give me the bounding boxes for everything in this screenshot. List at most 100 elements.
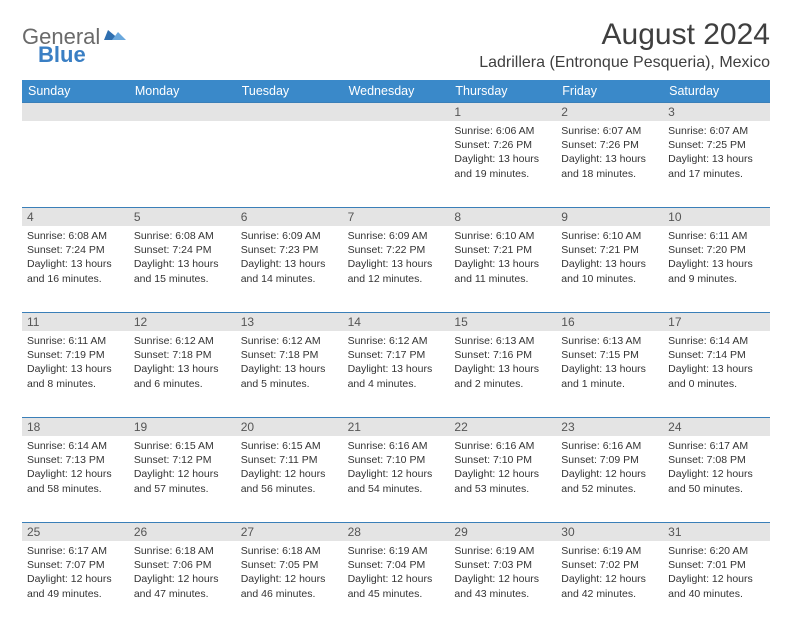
calendar: Sunday Monday Tuesday Wednesday Thursday…	[22, 80, 770, 627]
day-cell: Sunrise: 6:13 AMSunset: 7:16 PMDaylight:…	[449, 331, 556, 417]
day-number: 23	[556, 418, 663, 436]
day-cell: Sunrise: 6:15 AMSunset: 7:11 PMDaylight:…	[236, 436, 343, 522]
week-row: Sunrise: 6:06 AMSunset: 7:26 PMDaylight:…	[22, 121, 770, 207]
daylight-line: Daylight: 13 hours and 2 minutes.	[454, 362, 551, 390]
sunrise-line: Sunrise: 6:09 AM	[241, 229, 338, 243]
day-header: Friday	[556, 80, 663, 102]
sunset-line: Sunset: 7:08 PM	[668, 453, 765, 467]
sunrise-line: Sunrise: 6:17 AM	[27, 544, 124, 558]
day-cell: Sunrise: 6:16 AMSunset: 7:10 PMDaylight:…	[449, 436, 556, 522]
sunrise-line: Sunrise: 6:12 AM	[241, 334, 338, 348]
sunset-line: Sunset: 7:26 PM	[454, 138, 551, 152]
daylight-line: Daylight: 13 hours and 15 minutes.	[134, 257, 231, 285]
day-number-row: 123	[22, 102, 770, 121]
sunset-line: Sunset: 7:24 PM	[27, 243, 124, 257]
day-number: 27	[236, 523, 343, 541]
day-number: 20	[236, 418, 343, 436]
month-title: August 2024	[479, 18, 770, 52]
day-number: 4	[22, 208, 129, 226]
sunrise-line: Sunrise: 6:15 AM	[241, 439, 338, 453]
sunrise-line: Sunrise: 6:10 AM	[454, 229, 551, 243]
daylight-line: Daylight: 13 hours and 6 minutes.	[134, 362, 231, 390]
day-number-row: 11121314151617	[22, 312, 770, 331]
sunset-line: Sunset: 7:11 PM	[241, 453, 338, 467]
daylight-line: Daylight: 13 hours and 10 minutes.	[561, 257, 658, 285]
page-header: General August 2024 Ladrillera (Entronqu…	[22, 18, 770, 72]
sunset-line: Sunset: 7:02 PM	[561, 558, 658, 572]
sunset-line: Sunset: 7:05 PM	[241, 558, 338, 572]
sunset-line: Sunset: 7:13 PM	[27, 453, 124, 467]
day-number	[236, 103, 343, 121]
sunset-line: Sunset: 7:12 PM	[134, 453, 231, 467]
sunrise-line: Sunrise: 6:06 AM	[454, 124, 551, 138]
daylight-line: Daylight: 13 hours and 0 minutes.	[668, 362, 765, 390]
day-number: 21	[343, 418, 450, 436]
daylight-line: Daylight: 12 hours and 47 minutes.	[134, 572, 231, 600]
day-number: 19	[129, 418, 236, 436]
sunrise-line: Sunrise: 6:18 AM	[241, 544, 338, 558]
sunset-line: Sunset: 7:25 PM	[668, 138, 765, 152]
sunset-line: Sunset: 7:18 PM	[134, 348, 231, 362]
day-number: 6	[236, 208, 343, 226]
daylight-line: Daylight: 13 hours and 5 minutes.	[241, 362, 338, 390]
daylight-line: Daylight: 12 hours and 43 minutes.	[454, 572, 551, 600]
day-cell: Sunrise: 6:14 AMSunset: 7:13 PMDaylight:…	[22, 436, 129, 522]
sunset-line: Sunset: 7:26 PM	[561, 138, 658, 152]
sunrise-line: Sunrise: 6:07 AM	[668, 124, 765, 138]
day-number: 31	[663, 523, 770, 541]
sunset-line: Sunset: 7:15 PM	[561, 348, 658, 362]
day-cell: Sunrise: 6:08 AMSunset: 7:24 PMDaylight:…	[129, 226, 236, 312]
sunset-line: Sunset: 7:24 PM	[134, 243, 231, 257]
sunset-line: Sunset: 7:16 PM	[454, 348, 551, 362]
daylight-line: Daylight: 13 hours and 16 minutes.	[27, 257, 124, 285]
sunrise-line: Sunrise: 6:14 AM	[27, 439, 124, 453]
daylight-line: Daylight: 12 hours and 45 minutes.	[348, 572, 445, 600]
week-row: Sunrise: 6:11 AMSunset: 7:19 PMDaylight:…	[22, 331, 770, 417]
day-number: 13	[236, 313, 343, 331]
sunrise-line: Sunrise: 6:13 AM	[454, 334, 551, 348]
day-cell: Sunrise: 6:18 AMSunset: 7:05 PMDaylight:…	[236, 541, 343, 627]
daylight-line: Daylight: 12 hours and 49 minutes.	[27, 572, 124, 600]
daylight-line: Daylight: 13 hours and 19 minutes.	[454, 152, 551, 180]
day-number	[129, 103, 236, 121]
day-number: 8	[449, 208, 556, 226]
day-number: 28	[343, 523, 450, 541]
day-header: Thursday	[449, 80, 556, 102]
day-cell: Sunrise: 6:14 AMSunset: 7:14 PMDaylight:…	[663, 331, 770, 417]
sunset-line: Sunset: 7:18 PM	[241, 348, 338, 362]
day-cell: Sunrise: 6:16 AMSunset: 7:10 PMDaylight:…	[343, 436, 450, 522]
sunrise-line: Sunrise: 6:11 AM	[27, 334, 124, 348]
day-header-row: Sunday Monday Tuesday Wednesday Thursday…	[22, 80, 770, 102]
sunrise-line: Sunrise: 6:18 AM	[134, 544, 231, 558]
sunrise-line: Sunrise: 6:08 AM	[134, 229, 231, 243]
sunrise-line: Sunrise: 6:08 AM	[27, 229, 124, 243]
day-header: Wednesday	[343, 80, 450, 102]
location-subtitle: Ladrillera (Entronque Pesqueria), Mexico	[479, 54, 770, 72]
daylight-line: Daylight: 12 hours and 53 minutes.	[454, 467, 551, 495]
day-cell: Sunrise: 6:10 AMSunset: 7:21 PMDaylight:…	[556, 226, 663, 312]
day-number: 14	[343, 313, 450, 331]
day-cell: Sunrise: 6:20 AMSunset: 7:01 PMDaylight:…	[663, 541, 770, 627]
day-cell: Sunrise: 6:16 AMSunset: 7:09 PMDaylight:…	[556, 436, 663, 522]
day-number: 9	[556, 208, 663, 226]
sunrise-line: Sunrise: 6:12 AM	[348, 334, 445, 348]
sunrise-line: Sunrise: 6:19 AM	[561, 544, 658, 558]
sunrise-line: Sunrise: 6:16 AM	[348, 439, 445, 453]
daylight-line: Daylight: 12 hours and 42 minutes.	[561, 572, 658, 600]
day-cell: Sunrise: 6:13 AMSunset: 7:15 PMDaylight:…	[556, 331, 663, 417]
day-cell: Sunrise: 6:09 AMSunset: 7:23 PMDaylight:…	[236, 226, 343, 312]
daylight-line: Daylight: 13 hours and 12 minutes.	[348, 257, 445, 285]
daylight-line: Daylight: 12 hours and 57 minutes.	[134, 467, 231, 495]
brand-flag-icon	[104, 26, 128, 49]
day-number: 30	[556, 523, 663, 541]
day-cell: Sunrise: 6:06 AMSunset: 7:26 PMDaylight:…	[449, 121, 556, 207]
sunset-line: Sunset: 7:04 PM	[348, 558, 445, 572]
sunset-line: Sunset: 7:10 PM	[348, 453, 445, 467]
sunrise-line: Sunrise: 6:15 AM	[134, 439, 231, 453]
day-cell: Sunrise: 6:12 AMSunset: 7:17 PMDaylight:…	[343, 331, 450, 417]
day-number: 25	[22, 523, 129, 541]
daylight-line: Daylight: 13 hours and 9 minutes.	[668, 257, 765, 285]
day-cell: Sunrise: 6:07 AMSunset: 7:26 PMDaylight:…	[556, 121, 663, 207]
week-row: Sunrise: 6:14 AMSunset: 7:13 PM Daylight:…	[22, 436, 770, 522]
day-number: 17	[663, 313, 770, 331]
